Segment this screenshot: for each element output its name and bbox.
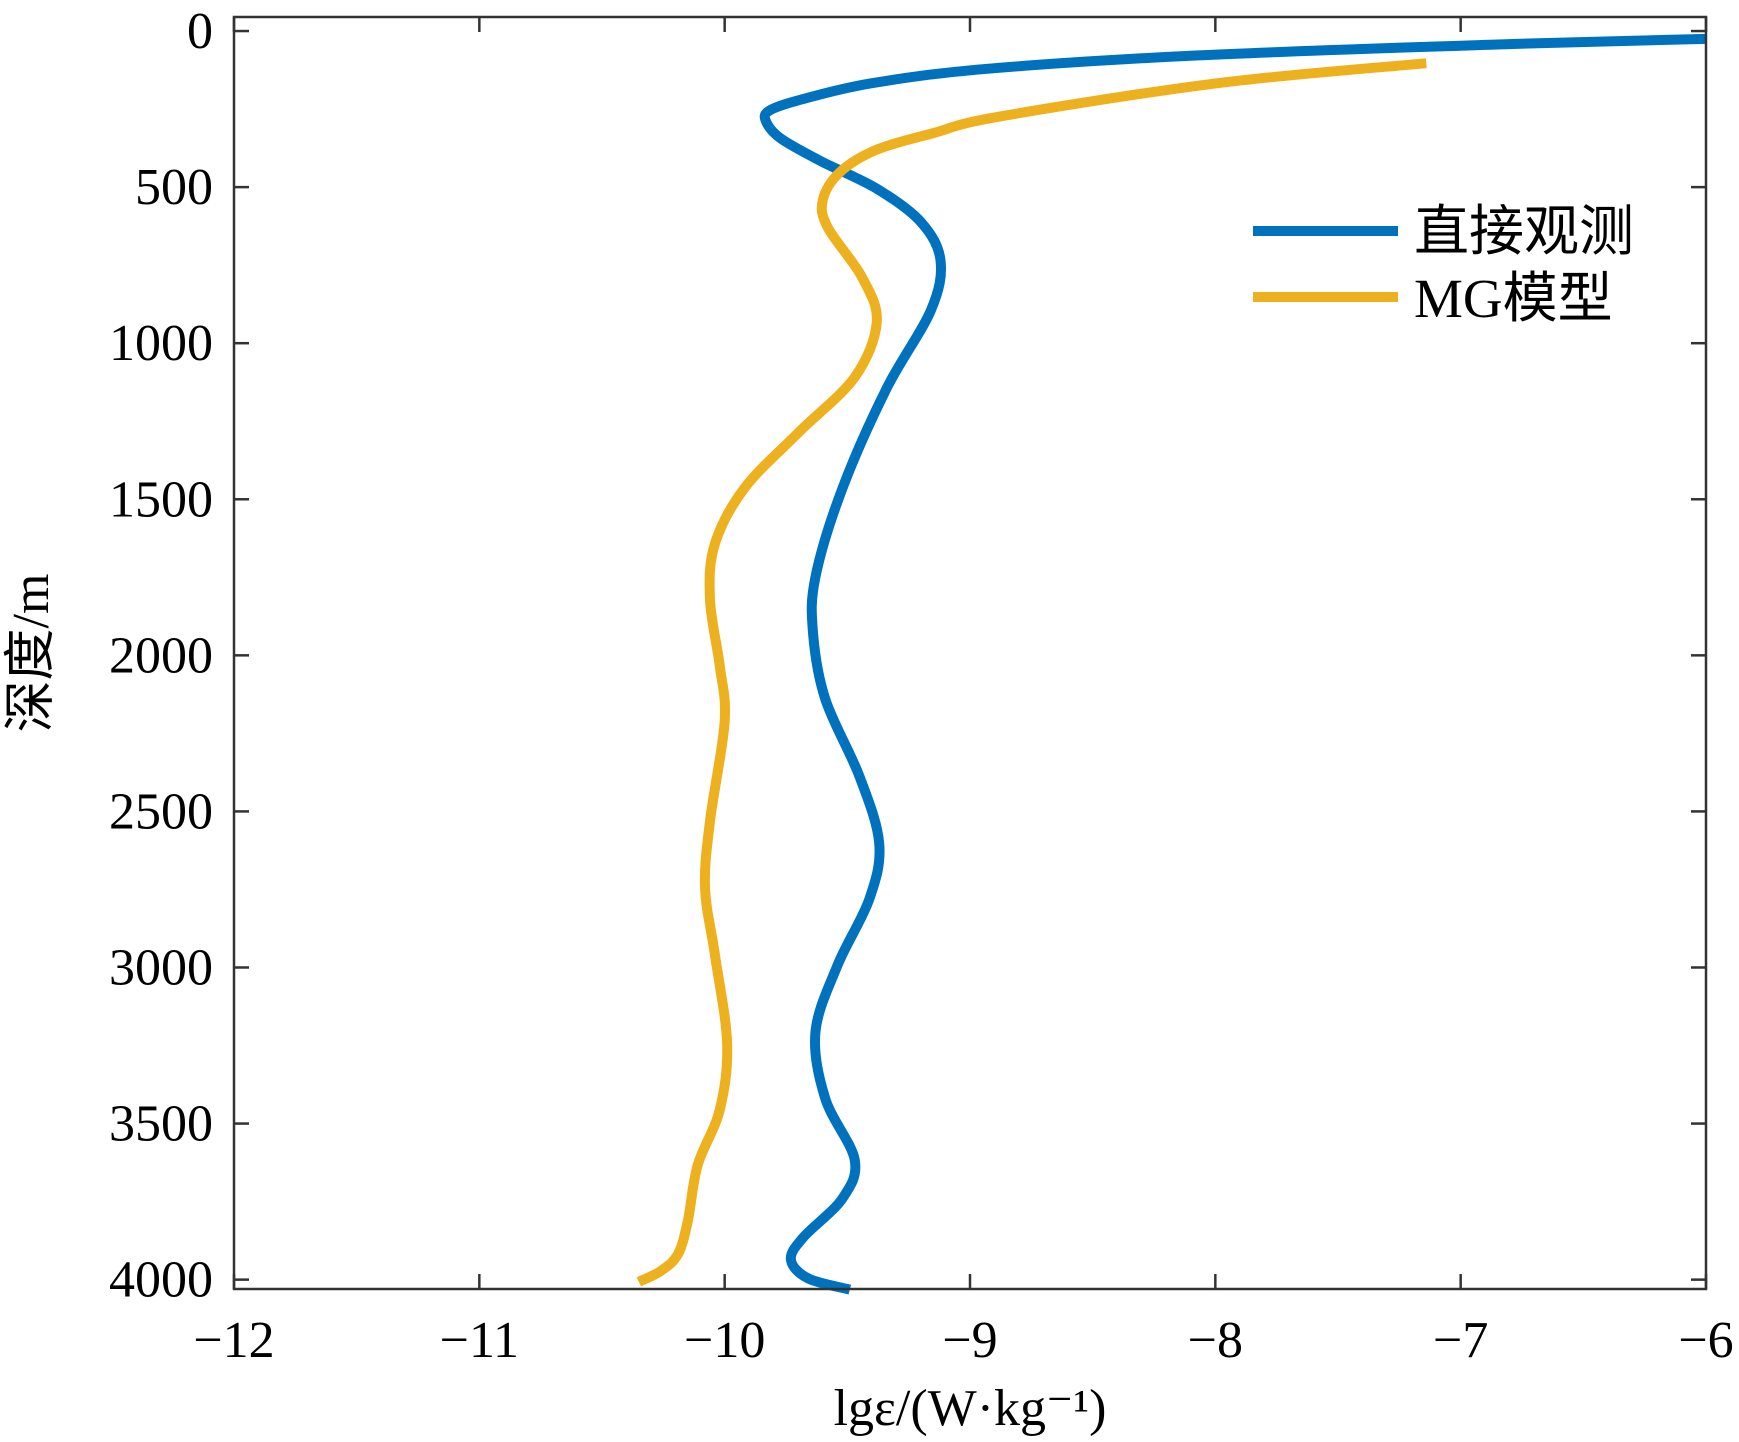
y-axis-label: 深度/m [3, 574, 60, 733]
x-tick-label: −11 [440, 1312, 519, 1369]
legend-label-observed: 直接观测 [1414, 201, 1634, 262]
y-tick-label: 3500 [109, 1096, 213, 1153]
x-tick-label: −10 [684, 1312, 765, 1369]
x-axis-label: lgε/(W·kg⁻¹) [834, 1380, 1107, 1437]
y-tick-label: 0 [187, 3, 213, 60]
legend: 直接观测 MG模型 [1253, 201, 1634, 329]
series-layer [636, 33, 1707, 1295]
x-tick-label: −7 [1433, 1312, 1488, 1369]
ticks: −12 −11 −10 −9 −8 −7 −6 0 500 1000 1500 2000 2500 300… [109, 3, 1734, 1369]
y-tick-label: 500 [135, 159, 213, 216]
x-tick-label: −9 [942, 1312, 997, 1369]
x-tick-label: −6 [1678, 1312, 1733, 1369]
y-tick-label: 4000 [109, 1252, 213, 1309]
x-tick-label: −8 [1188, 1312, 1243, 1369]
legend-label-mg-model: MG模型 [1414, 268, 1613, 329]
y-tick-label: 2500 [109, 783, 213, 840]
y-tick-label: 3000 [109, 939, 213, 996]
series-line-observed [759, 33, 1707, 1295]
y-tick-label: 2000 [109, 627, 213, 684]
series-line-mg-model [636, 58, 1427, 1287]
y-tick-label: 1500 [109, 471, 213, 528]
x-tick-label: −12 [193, 1312, 274, 1369]
y-tick-label: 1000 [109, 315, 213, 372]
